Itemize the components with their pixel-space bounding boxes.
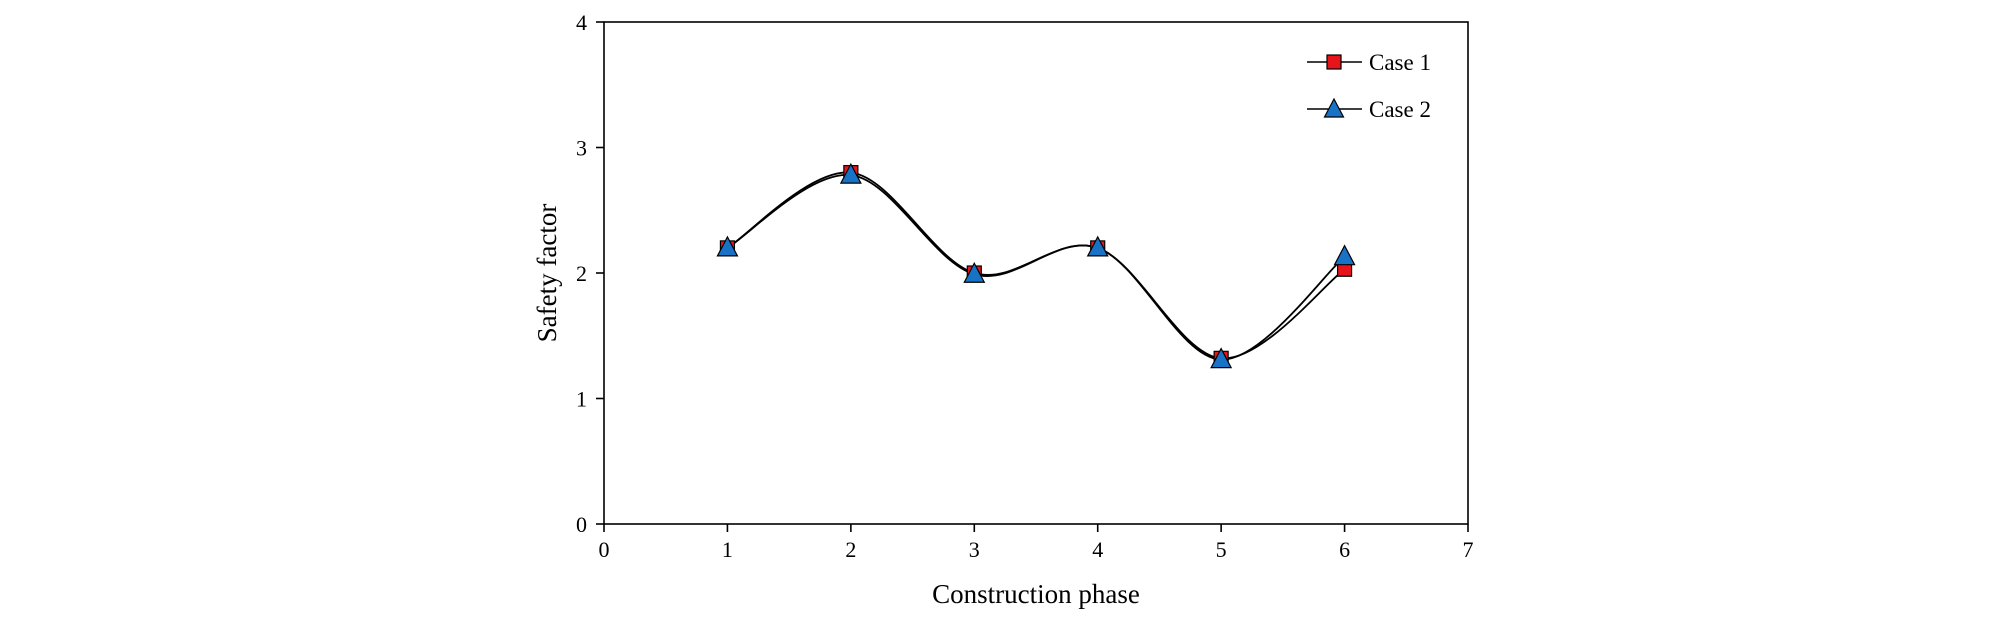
x-axis-tick-labels: 0 1 2 3 4 5 6 7 [599,537,1474,562]
data-point-case-2-phase-5 [1210,347,1233,369]
x-tick-label-7: 7 [1463,537,1474,562]
legend-marker-case-2 [1323,97,1345,118]
x-tick-label-5: 5 [1216,537,1227,562]
data-point-case-2-phase-1 [716,235,739,257]
legend-marker-case-1 [1326,54,1342,70]
y-tick-label-1: 1 [576,387,587,412]
x-tick-label-0: 0 [599,537,610,562]
legend-label-case-1: Case 1 [1369,50,1431,75]
y-tick-label-0: 0 [576,512,587,537]
legend-label-case-2: Case 2 [1369,97,1431,122]
x-axis-ticks [603,524,1469,532]
x-tick-label-4: 4 [1092,537,1103,562]
x-axis-title: Construction phase [932,579,1140,609]
x-tick-label-3: 3 [969,537,980,562]
x-tick-label-6: 6 [1339,537,1350,562]
x-tick-label-1: 1 [722,537,733,562]
data-point-case-2-phase-6 [1333,244,1356,266]
data-point-case-2-phase-3 [963,261,986,283]
series-lines [726,171,1346,361]
plot-area [603,21,1469,525]
y-axis-title: Safety factor [532,204,562,343]
series-markers [716,162,1356,369]
y-axis-tick-labels: 0 1 2 3 4 [576,10,587,537]
series-line-case-2 [726,174,1346,361]
legend: Case 1 Case 2 [1307,50,1431,122]
y-tick-label-4: 4 [576,10,587,35]
data-point-case-2-phase-4 [1086,235,1109,257]
y-tick-label-3: 3 [576,136,587,161]
y-axis-ticks [596,21,604,525]
x-tick-label-2: 2 [845,537,856,562]
data-point-case-2-phase-2 [839,162,862,184]
y-tick-label-2: 2 [576,261,587,286]
